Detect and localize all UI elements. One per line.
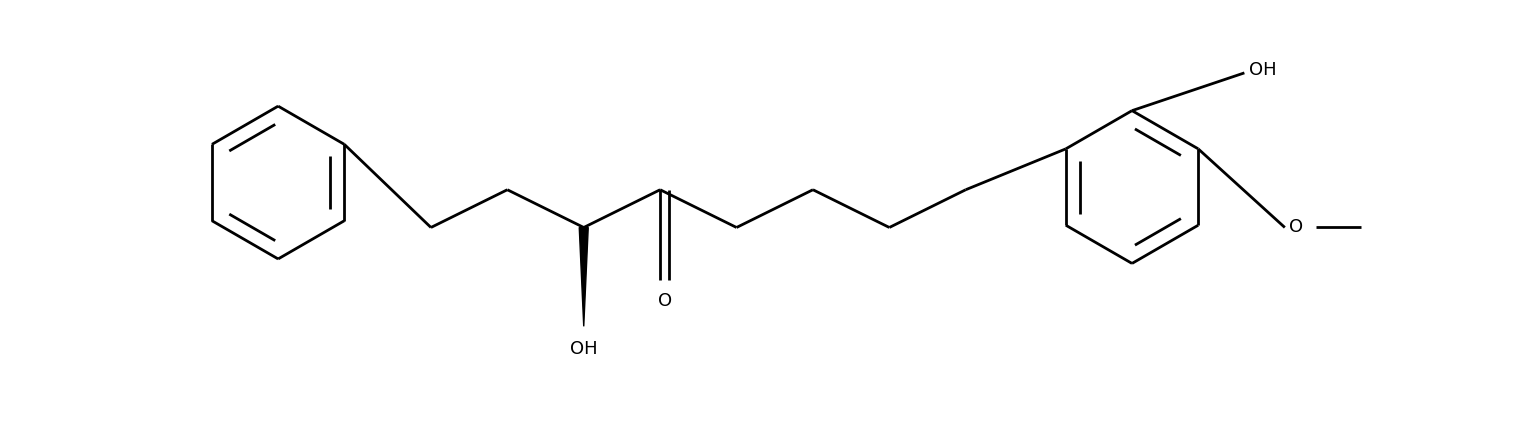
Text: OH: OH bbox=[570, 340, 598, 358]
Text: O: O bbox=[1289, 218, 1304, 237]
Text: OH: OH bbox=[1249, 61, 1276, 79]
Text: O: O bbox=[657, 292, 671, 310]
Polygon shape bbox=[579, 228, 588, 327]
